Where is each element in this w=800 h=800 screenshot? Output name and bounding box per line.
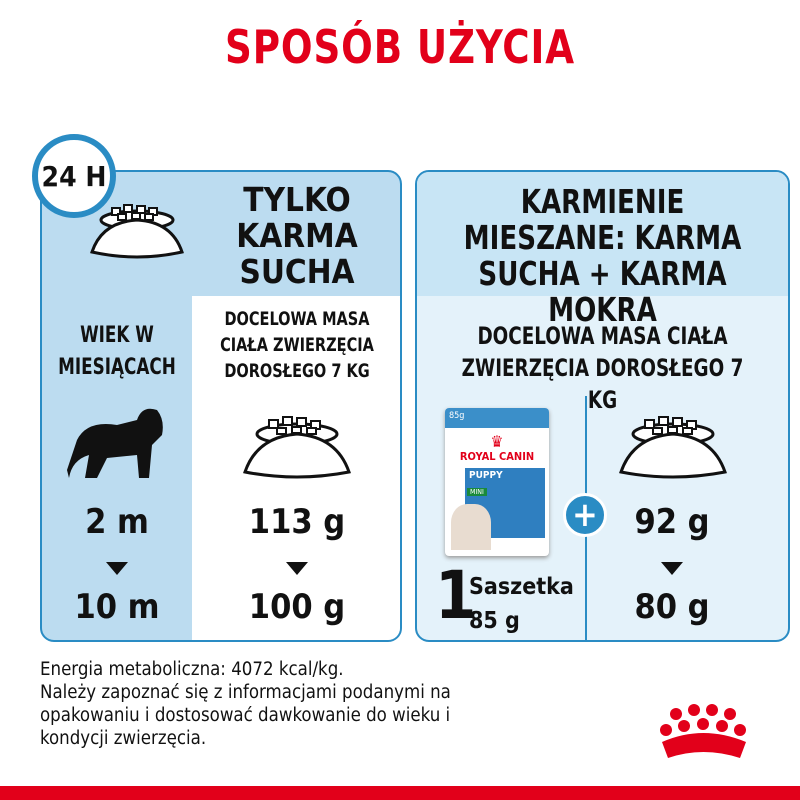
page-title: SPOSÓB UŻYCIA: [224, 20, 576, 74]
pouch-unit: Saszetka: [469, 574, 574, 600]
dry-heading: TYLKO KARMA SUCHA: [236, 180, 358, 291]
target-weight-label: DOCELOWA MASA CIAŁA ZWIERZĘCIA DOROSŁEGO…: [220, 308, 374, 382]
bottom-brand-bar: [0, 786, 800, 800]
mixed-header: [417, 172, 788, 296]
crown-icon: ♛: [490, 432, 504, 451]
dry-food-bowl-icon: [90, 204, 184, 259]
24h-badge: 24 H: [41, 160, 107, 193]
puppy-silhouette-icon: [67, 408, 163, 478]
wet-food-pouch-image: 85g ♛ ROYAL CANIN PUPPY MINI: [445, 408, 549, 556]
royal-canin-crown-logo: [660, 704, 746, 758]
mixed-heading: KARMIENIE MIESZANE: KARMA SUCHA + KARMA …: [463, 182, 742, 329]
age-from: 2 m: [85, 502, 149, 542]
age-to: 10 m: [74, 587, 160, 627]
dry-food-bowl-icon: [243, 416, 351, 479]
dose-from: 113 g: [248, 502, 346, 542]
mixed-dose-from: 92 g: [634, 502, 710, 542]
note-line: kondycji zwierzęcia.: [40, 728, 207, 749]
mixed-dose-to: 80 g: [634, 587, 710, 627]
age-label: WIEK W MIESIĄCACH: [58, 323, 176, 380]
arrow-down-icon: [286, 562, 308, 575]
note-line: Należy zapoznać się z informacjami podan…: [40, 682, 451, 703]
note-line: opakowaniu i dostosować dawkowanie do wi…: [40, 705, 451, 726]
footer-note: Energia metaboliczna: 4072 kcal/kg. Nale…: [40, 658, 451, 750]
dry-only-panel: TYLKO KARMA SUCHA WIEK W MIESIĄCACH DOCE…: [40, 170, 402, 642]
clock-icon: 24 H: [32, 134, 116, 218]
target-weight-label: DOCELOWA MASA CIAŁA ZWIERZĘCIA DOROSŁEGO…: [461, 322, 744, 414]
pouch-count: 1: [435, 557, 477, 634]
energy-text: Energia metaboliczna: 4072 kcal/kg.: [40, 659, 344, 680]
dry-food-bowl-icon: [619, 416, 727, 479]
arrow-down-icon: [106, 562, 128, 575]
mixed-feeding-panel: KARMIENIE MIESZANE: KARMA SUCHA + KARMA …: [415, 170, 790, 642]
pouch-weight: 85 g: [469, 608, 520, 634]
plus-icon: +: [563, 493, 607, 537]
arrow-down-icon: [661, 562, 683, 575]
dose-to: 100 g: [248, 587, 346, 627]
